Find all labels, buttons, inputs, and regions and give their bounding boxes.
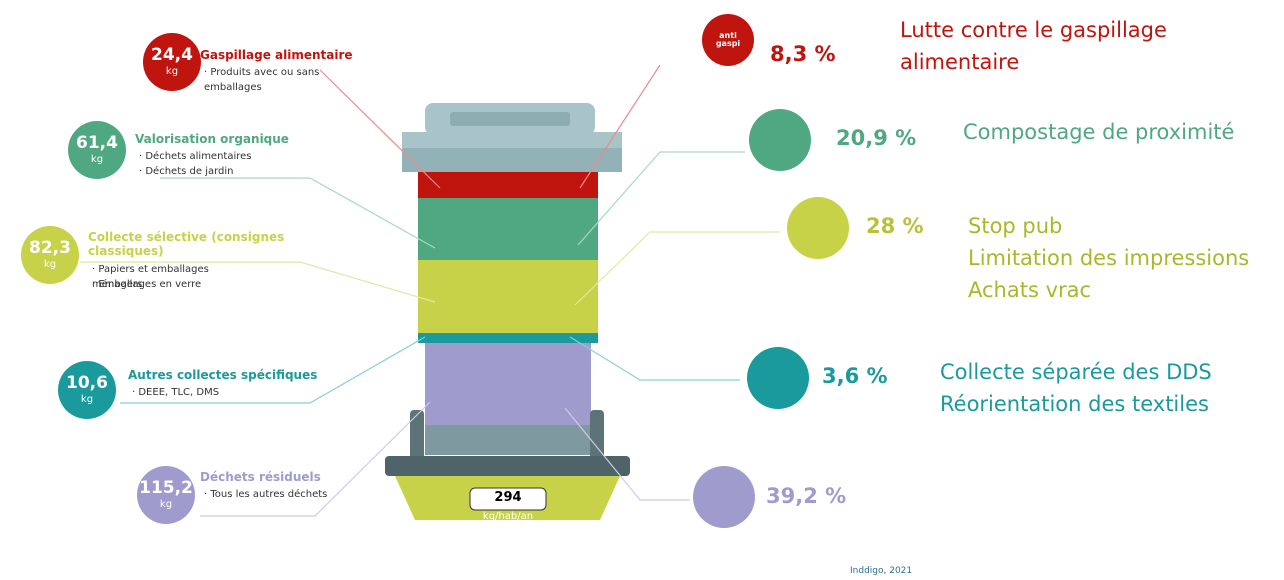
percent: 20,9 % <box>836 126 916 150</box>
infographic: 24,4 kg Gaspillage alimentaire Produits ave… <box>0 0 1284 580</box>
percent: 28 % <box>866 214 924 238</box>
scale-unit: kg/hab/an <box>450 511 566 522</box>
unit: kg <box>20 259 80 270</box>
band <box>418 260 598 333</box>
action-icon <box>749 109 811 171</box>
action-icon <box>787 197 849 259</box>
category-item: Déchets alimentaires <box>139 149 299 164</box>
source: Inddigo, 2021 <box>850 566 912 576</box>
action: Collecte séparée des DDS <box>940 356 1250 388</box>
lid <box>402 132 622 148</box>
scale-top <box>385 456 630 476</box>
percent: 39,2 % <box>766 484 846 508</box>
scale-total: 294 <box>470 490 546 505</box>
action: Limitation des impressions <box>968 242 1278 274</box>
wheel <box>410 410 424 460</box>
value: 24,4 <box>142 46 202 64</box>
category-title: Valorisation organique <box>135 132 355 146</box>
category-title: Déchets résiduels <box>200 470 420 484</box>
value: 115,2 <box>136 479 196 497</box>
category-item: Déchets de jardin <box>139 164 299 179</box>
category-item: Emballages en verre <box>92 277 252 292</box>
category-title: Collecte sélective (consignes classiques… <box>88 230 308 258</box>
action-icon <box>747 347 809 409</box>
unit: kg <box>142 66 202 77</box>
lid <box>402 148 622 172</box>
band <box>418 172 598 198</box>
value: 10,6 <box>57 374 117 392</box>
action: Stop pub <box>968 210 1278 242</box>
action-icon <box>693 466 755 528</box>
category-item: Tous les autres déchets <box>204 487 364 502</box>
unit: kg <box>67 154 127 165</box>
unit: kg <box>57 394 117 405</box>
lid-handle-hole <box>450 112 570 126</box>
value: 61,4 <box>67 134 127 152</box>
category-item: DEEE, TLC, DMS <box>132 385 292 400</box>
band <box>418 198 598 260</box>
action: Achats vrac <box>968 274 1278 306</box>
category-title: Autres collectes spécifiques <box>128 368 348 382</box>
percent: 3,6 % <box>822 364 888 388</box>
action: Compostage de proximité <box>963 116 1273 148</box>
percent: 8,3 % <box>770 42 836 66</box>
band <box>425 343 591 425</box>
icon-label: anti gaspi <box>714 32 742 48</box>
unit: kg <box>136 499 196 510</box>
action: Réorientation des textiles <box>940 388 1250 420</box>
bin-base <box>425 425 591 455</box>
action: Lutte contre le gaspillage alimentaire <box>900 14 1210 78</box>
value: 82,3 <box>20 239 80 257</box>
category-title: Gaspillage alimentaire <box>200 48 420 62</box>
category-item: Produits avec ou sans emballages <box>204 65 364 95</box>
